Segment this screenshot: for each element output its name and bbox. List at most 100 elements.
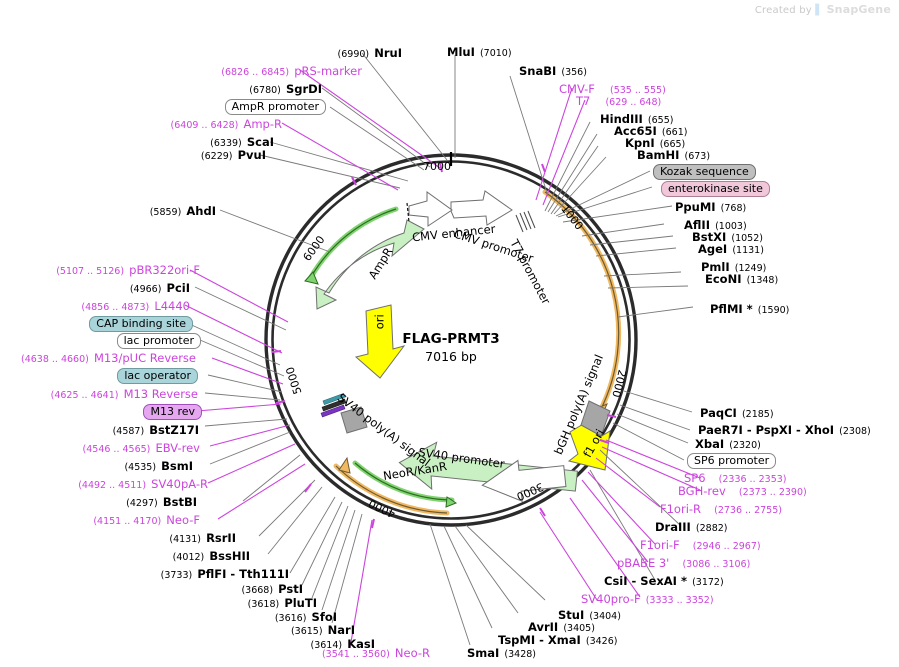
label-econi-pos: (1348) bbox=[746, 275, 779, 286]
label-bstxi: BstXI (1052) bbox=[692, 228, 763, 244]
label-prs-marker-pos: (6826 .. 6845) bbox=[221, 67, 290, 78]
label-ampr-promoter-badge: AmpR promoter bbox=[224, 99, 326, 115]
label-cap-binding-site-badge: CAP binding site bbox=[89, 316, 193, 332]
label-draiii-pos: (2882) bbox=[695, 523, 728, 534]
label-bstz17i-pos: (4587) bbox=[112, 426, 145, 437]
label-ebv-rev: (4546 .. 4565) EBV-rev bbox=[0, 439, 200, 455]
label-m13-puc-reverse-name: M13/pUC Reverse bbox=[93, 351, 196, 365]
label-avrii-pos: (3405) bbox=[563, 623, 595, 634]
label-xbai-pos: (2320) bbox=[729, 440, 761, 451]
label-scai: (6339) ScaI bbox=[100, 133, 274, 149]
label-neo-r-name: Neo-R bbox=[394, 646, 430, 660]
label-ppumi-name: PpuMI bbox=[675, 200, 716, 214]
label-paer7i-pspxi-xhoi-pos: (2308) bbox=[839, 426, 871, 437]
label-pmli-pos: (1249) bbox=[734, 263, 767, 274]
label-bgh-rev: BGH-rev (2373 .. 2390) bbox=[678, 482, 807, 498]
label-bstbi-pos: (4297) bbox=[126, 498, 158, 509]
label-bstz17i-name: BstZ17I bbox=[149, 423, 199, 437]
label-xbai: XbaI (2320) bbox=[695, 435, 761, 451]
arc-orange-bottom-edge bbox=[335, 465, 448, 514]
label-ampr-promoter: AmpR promoter bbox=[96, 97, 326, 115]
label-hindiii-pos: (655) bbox=[647, 115, 674, 126]
label-pbr322ori-f-name: pBR322ori-F bbox=[129, 263, 200, 277]
feature-sv40-polya-box bbox=[340, 406, 368, 434]
label-cmv-f-name: CMV-F bbox=[559, 82, 595, 96]
label-nari-pos: (3615) bbox=[290, 626, 323, 637]
label-m13-reverse-pos: (4625 .. 4641) bbox=[50, 390, 119, 401]
label-bsshii-pos: (4012) bbox=[172, 552, 205, 563]
label-sfoi-name: SfoI bbox=[311, 610, 337, 624]
label-rsrii-name: RsrII bbox=[206, 531, 236, 545]
label-enterokinase-site-badge: enterokinase site bbox=[661, 181, 770, 197]
label-lac-operator: lac operator bbox=[0, 366, 198, 384]
arc-green-ampr-edge bbox=[310, 208, 397, 278]
label-f1ori-r-name: F1ori-R bbox=[660, 502, 702, 516]
label-neo-f-pos: (4151 .. 4170) bbox=[93, 516, 162, 527]
label-cap-binding-site: CAP binding site bbox=[0, 314, 193, 332]
label-hindiii-name: HindIII bbox=[600, 112, 643, 126]
label-kozak-sequence-badge: Kozak sequence bbox=[653, 164, 756, 180]
label-nrui-name: NruI bbox=[374, 46, 402, 60]
label-econi-name: EcoNI bbox=[705, 272, 742, 286]
label-stui-name: StuI bbox=[558, 608, 585, 622]
cut-site-ticks bbox=[271, 162, 617, 529]
label-pflmi: PflMI * (1590) bbox=[710, 300, 789, 316]
label-bgh-rev-pos: (2373 .. 2390) bbox=[738, 487, 807, 498]
label-kpni-name: KpnI bbox=[625, 136, 655, 150]
label-neo-r-pos: (3541 .. 3560) bbox=[321, 649, 390, 660]
label-pbabe-3prime: pBABE 3' (3086 .. 3106) bbox=[617, 554, 750, 570]
page-title: FLAG-PRMT3 bbox=[402, 331, 500, 347]
label-nari: (3615) NarI bbox=[0, 621, 355, 637]
label-hindiii: HindIII (655) bbox=[600, 110, 673, 126]
label-sv40pa-r-pos: (4492 .. 4511) bbox=[78, 480, 147, 491]
label-pflmi-pos: (1590) bbox=[757, 305, 790, 316]
arc-green-neo-arrowhead bbox=[445, 496, 458, 508]
label-ppumi: PpuMI (768) bbox=[675, 198, 746, 214]
label-neo-f-name: Neo-F bbox=[166, 513, 200, 527]
label-bstbi-name: BstBI bbox=[162, 495, 197, 509]
label-tspmi-xmai-pos: (3426) bbox=[585, 636, 618, 647]
label-sv40pro-f-pos: (3333 .. 3352) bbox=[645, 595, 714, 606]
label-sp6: SP6 (2336 .. 2353) bbox=[684, 469, 787, 485]
label-f1ori-f-name: F1ori-F bbox=[640, 538, 680, 552]
ruler-tick-7000: 7000 bbox=[423, 160, 451, 173]
leader-lines-primers bbox=[184, 69, 701, 649]
label-pflfi-tth111i-pos: (3733) bbox=[160, 570, 193, 581]
arc-green-neo-edge bbox=[354, 462, 453, 501]
label-pcii: (4966) PciI bbox=[20, 279, 190, 295]
feature-cmv-enhancer-arrow bbox=[408, 191, 453, 227]
label-bamhi-name: BamHI bbox=[637, 148, 680, 162]
label-agei-name: AgeI bbox=[698, 242, 728, 256]
label-pbabe-3prime-pos: (3086 .. 3106) bbox=[682, 559, 751, 570]
label-mlui-pos: (7010) bbox=[479, 48, 512, 59]
label-ebv-rev-pos: (4546 .. 4565) bbox=[82, 444, 151, 455]
label-prs-marker-name: pRS-marker bbox=[294, 64, 362, 78]
feature-ori-arrow bbox=[354, 304, 406, 379]
label-m13-rev-badge: M13 rev bbox=[143, 404, 202, 420]
label-ppumi-pos: (768) bbox=[720, 203, 747, 214]
label-l4440-name: L4440 bbox=[154, 299, 190, 313]
label-sp6-promoter-badge: SP6 promoter bbox=[687, 453, 777, 469]
label-pflfi-tth111i-name: PflFI - Tth111I bbox=[197, 567, 289, 581]
label-pluti: (3618) PluTI bbox=[0, 594, 317, 610]
label-bsmi-name: BsmI bbox=[161, 459, 193, 473]
arc-orange-bottom-arrowhead bbox=[338, 456, 351, 474]
label-paqci: PaqCI (2185) bbox=[700, 404, 774, 420]
label-l4440-pos: (4856 .. 4873) bbox=[81, 302, 150, 313]
label-pflmi-name: PflMI * bbox=[710, 302, 753, 316]
label-snabi: SnaBI (356) bbox=[519, 62, 587, 78]
snapgene-logo-icon: ▌ bbox=[815, 5, 824, 16]
label-mlui: MluI (7010) bbox=[447, 43, 512, 59]
label-bsshii: (4012) BssHII bbox=[0, 547, 250, 563]
watermark-brand: SnapGene bbox=[826, 3, 891, 16]
label-lac-promoter-badge: lac promoter bbox=[116, 333, 201, 349]
label-ahdi: (5859) AhdI bbox=[60, 202, 216, 218]
label-paer7i-pspxi-xhoi-name: PaeR7I - PspXI - XhoI bbox=[698, 423, 835, 437]
label-kpni: KpnI (665) bbox=[625, 134, 685, 150]
label-cmv-f: CMV-F (535 .. 555) bbox=[559, 80, 666, 96]
label-f1ori-r: F1ori-R (2736 .. 2755) bbox=[660, 500, 782, 516]
label-t7-pos: (629 .. 648) bbox=[605, 97, 662, 108]
label-acc65i: Acc65I (661) bbox=[614, 122, 687, 138]
